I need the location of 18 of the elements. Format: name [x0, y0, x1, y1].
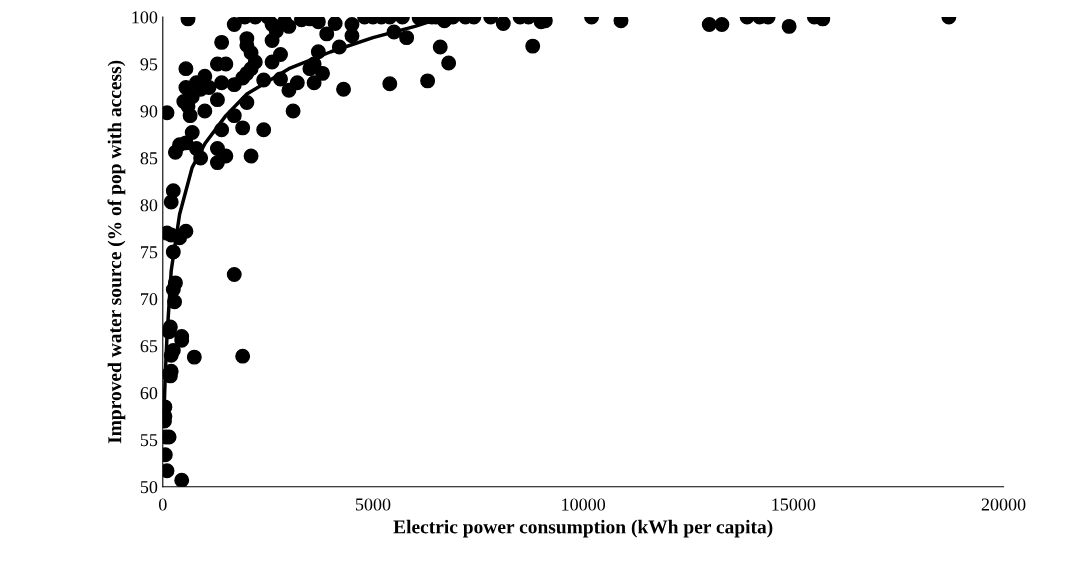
- y-axis-title: Improved water source (% of pop with access): [107, 60, 126, 444]
- x-tick-label: 15000: [772, 498, 816, 511]
- x-tick-label: 10000: [562, 498, 606, 511]
- y-tick-label: 85: [140, 152, 158, 165]
- x-tick-label: 5000: [355, 498, 391, 511]
- x-axis-title: Electric power consumption (kWh per capita): [393, 519, 773, 538]
- y-tick-label: 60: [140, 387, 158, 400]
- x-tick-label: 0: [158, 498, 167, 511]
- y-tick-label: 90: [140, 105, 158, 118]
- y-tick-label: 100: [132, 11, 158, 24]
- y-tick-label: 75: [141, 246, 158, 259]
- y-tick-label: 50: [140, 481, 158, 494]
- y-tick-label: 70: [141, 293, 158, 306]
- y-tick-label: 65: [140, 340, 158, 353]
- x-tick-label: 20000: [981, 498, 1026, 511]
- y-tick-label: 55: [140, 434, 158, 447]
- y-tick-label: 95: [140, 58, 158, 71]
- y-tick-label: 80: [140, 199, 158, 212]
